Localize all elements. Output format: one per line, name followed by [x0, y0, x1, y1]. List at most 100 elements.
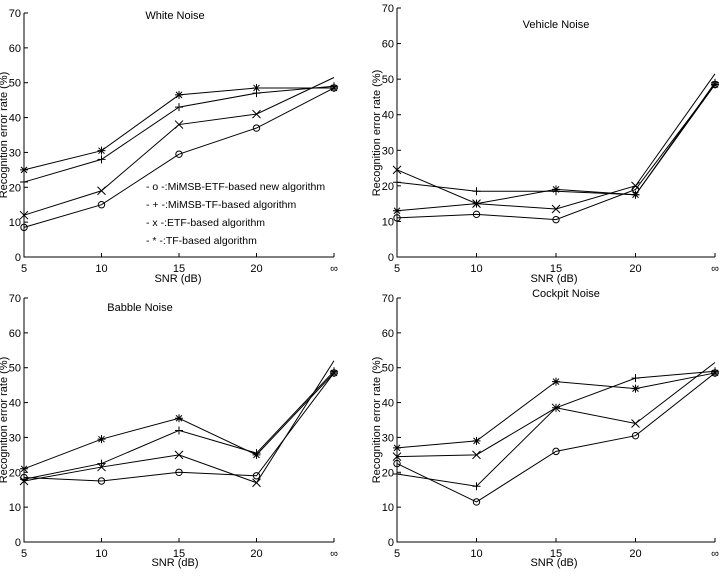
data-point: [20, 178, 28, 187]
data-point: [551, 204, 561, 214]
data-point: [175, 468, 183, 476]
x-tick-label: 5: [394, 548, 400, 560]
chart-title: Babble Noise: [107, 302, 172, 314]
data-point: [393, 178, 401, 187]
data-point: [175, 103, 183, 112]
y-tick-label: 70: [9, 8, 21, 20]
legend-entry: - x -:ETF-based algorithm: [146, 217, 265, 229]
chart-title: White Noise: [145, 10, 204, 22]
data-point: [392, 165, 402, 175]
series-line: [396, 82, 716, 196]
y-tick-label: 0: [15, 537, 21, 549]
data-point: [330, 368, 338, 377]
y-tick-label: 60: [382, 39, 394, 51]
series-x: [19, 360, 335, 488]
series-*: [20, 368, 338, 473]
legend-entry: - + -:MiMSB-TF-based algorithm: [146, 199, 296, 211]
data-point: [631, 431, 640, 440]
y-tick-label: 40: [382, 398, 394, 410]
data-point: [711, 80, 719, 89]
y-tick-label: 50: [382, 363, 394, 375]
y-tick-label: 70: [382, 293, 394, 305]
data-point: [552, 377, 560, 386]
data-point: [175, 150, 183, 158]
x-tick-label: ∞: [330, 548, 338, 560]
y-tick-label: 70: [9, 293, 21, 305]
y-tick-label: 20: [9, 467, 21, 479]
data-point: [97, 459, 106, 468]
series-*: [393, 80, 719, 215]
data-point: [20, 223, 28, 232]
series-o: [393, 369, 719, 506]
y-tick-label: 10: [382, 216, 394, 228]
x-tick-label: 20: [629, 263, 641, 275]
legend-entry: - * -:TF-based algorithm: [146, 235, 257, 247]
y-tick-label: 50: [9, 78, 21, 90]
data-point: [97, 146, 106, 155]
data-point: [392, 452, 402, 461]
x-tick-label: 10: [95, 548, 107, 560]
y-tick-label: 0: [388, 252, 394, 264]
data-point: [472, 450, 481, 460]
x-axis-label: SNR (dB): [151, 557, 198, 569]
series-line: [396, 370, 716, 487]
data-point: [252, 472, 261, 480]
series-x: [392, 362, 716, 461]
data-point: [19, 476, 29, 486]
chart-panel: 0 10 20 30 40 50 60 70 5 10 15 20 ∞ Vehicle Noise SNR …: [371, 3, 719, 285]
y-tick-label: 40: [9, 398, 21, 410]
data-point: [20, 165, 28, 174]
data-point: [472, 199, 481, 208]
y-axis-label: Recognition error rate (%): [0, 72, 10, 199]
series-+: [393, 78, 719, 199]
x-tick-label: 20: [250, 263, 262, 275]
x-tick-label: ∞: [711, 548, 719, 560]
x-tick-label: 5: [21, 263, 27, 275]
data-point: [472, 436, 481, 445]
data-point: [97, 155, 106, 164]
data-point: [472, 482, 481, 491]
data-point: [97, 435, 106, 444]
y-tick-label: 30: [382, 432, 394, 444]
data-point: [252, 109, 261, 119]
data-point: [20, 475, 28, 484]
data-point: [472, 210, 481, 219]
series-+: [20, 82, 338, 187]
data-point: [711, 368, 719, 377]
series-o: [393, 80, 719, 224]
data-point: [552, 215, 560, 224]
data-point: [252, 478, 261, 488]
x-tick-label: 5: [21, 548, 27, 560]
x-tick-label: 15: [550, 263, 562, 275]
y-tick-label: 50: [9, 363, 21, 375]
y-tick-label: 20: [382, 467, 394, 479]
y-tick-label: 0: [15, 252, 21, 264]
series-line: [23, 85, 335, 183]
y-tick-label: 60: [382, 328, 394, 340]
data-point: [393, 459, 401, 468]
chart-title: Cockpit Noise: [532, 288, 600, 300]
data-point: [631, 181, 640, 191]
data-point: [97, 186, 106, 196]
data-point: [631, 419, 640, 428]
data-point: [552, 185, 560, 194]
x-axis-label: SNR (dB): [154, 273, 201, 285]
x-tick-label: 10: [95, 263, 107, 275]
y-tick-label: 30: [9, 147, 21, 159]
data-point: [252, 83, 261, 92]
data-point: [174, 450, 184, 460]
y-tick-label: 40: [9, 113, 21, 125]
x-tick-label: 20: [250, 548, 262, 560]
x-tick-label: 5: [394, 263, 400, 275]
y-tick-label: 30: [9, 432, 21, 444]
y-axis-label: Recognition error rate (%): [371, 357, 383, 484]
x-tick-label: 15: [173, 263, 185, 275]
data-point: [175, 414, 183, 423]
data-point: [20, 464, 28, 473]
y-axis-label: Recognition error rate (%): [371, 70, 383, 197]
y-tick-label: 60: [9, 328, 21, 340]
y-tick-label: 0: [388, 537, 394, 549]
chart-panel: 0 10 20 30 40 50 60 70 5 10 15 20 ∞ Babble Noise SNR (…: [0, 293, 338, 569]
data-point: [330, 83, 338, 92]
